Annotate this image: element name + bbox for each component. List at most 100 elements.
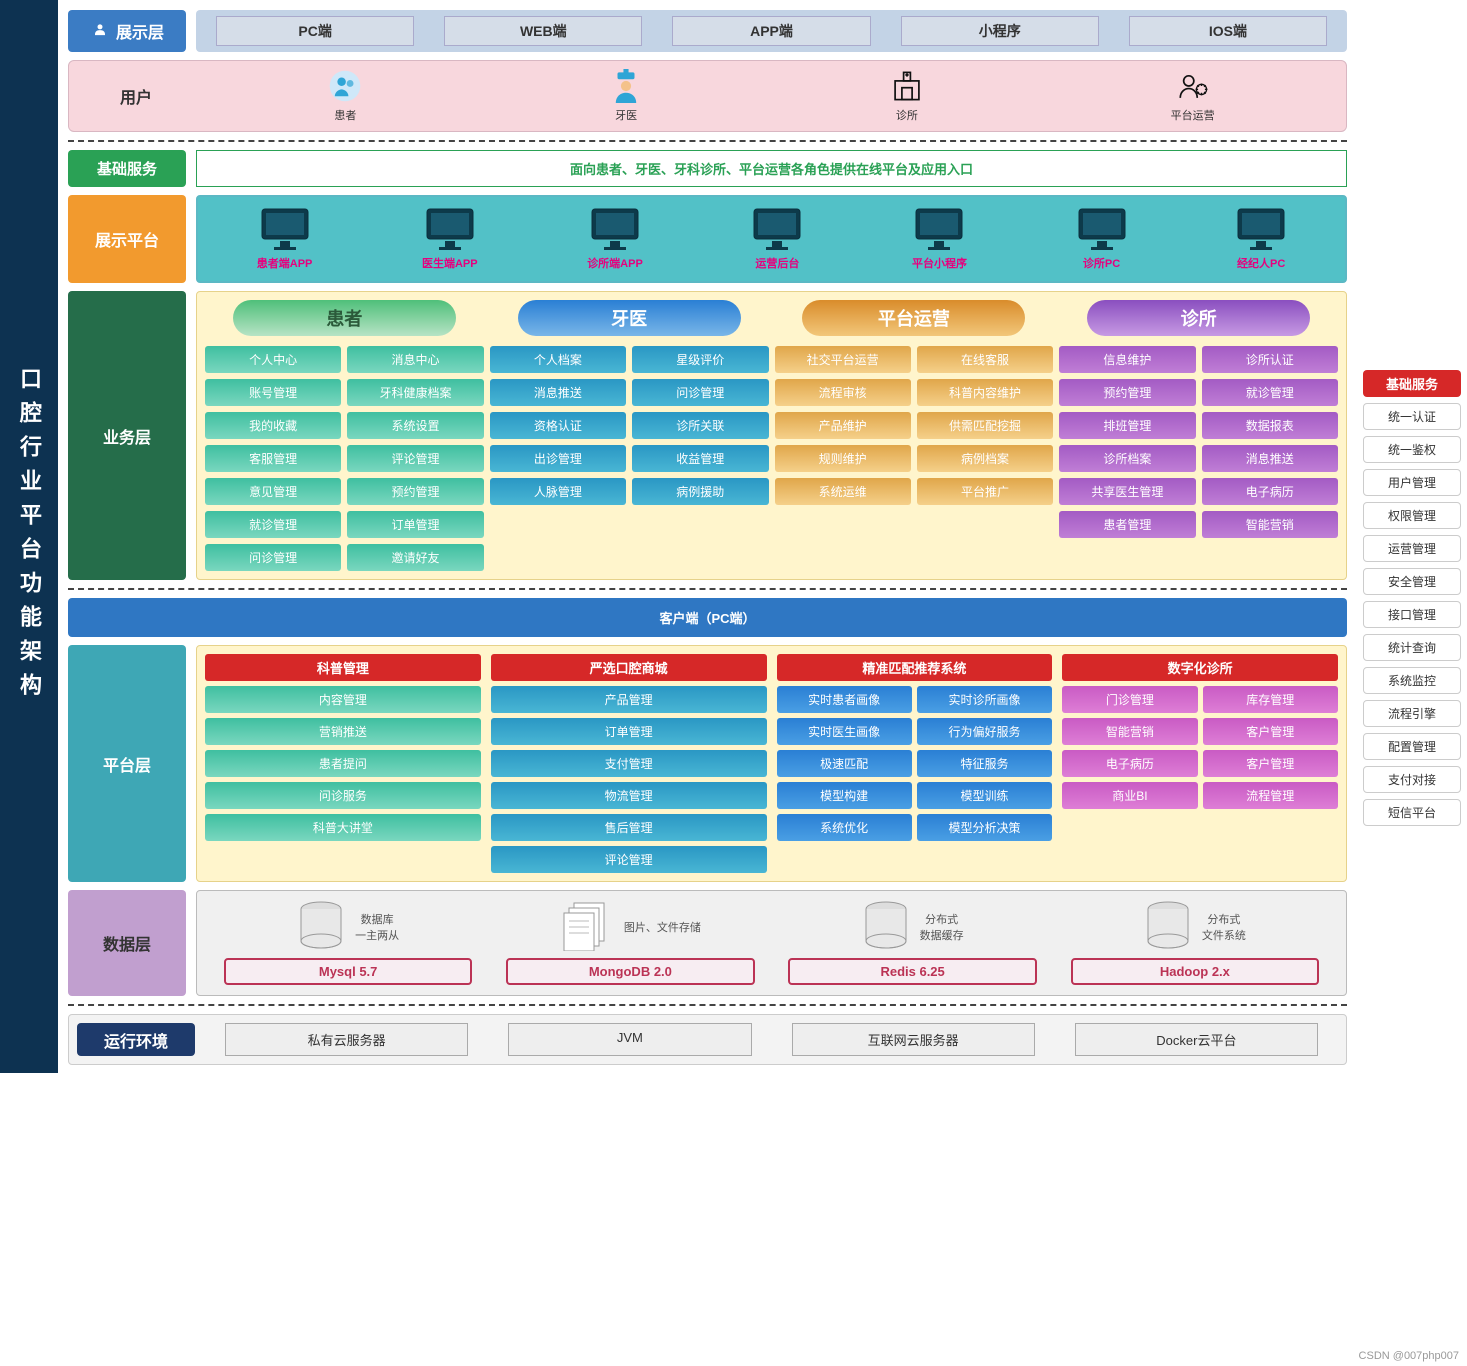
db-desc: 数据库一主两从 [355, 911, 399, 943]
platlayer-item: 产品管理 [491, 686, 767, 713]
env-item: JVM [508, 1023, 751, 1056]
business-item: 共享医生管理 [1059, 478, 1195, 505]
business-item: 我的收藏 [205, 412, 341, 439]
sidebar-item: 安全管理 [1363, 568, 1461, 595]
row5-label: 业务层 [68, 291, 186, 580]
row8-label: 数据层 [68, 890, 186, 996]
business-item: 诊所关联 [632, 412, 768, 439]
business-item: 资格认证 [490, 412, 626, 439]
business-item: 预约管理 [347, 478, 483, 505]
sidebar-basic-services: 基础服务统一认证统一鉴权用户管理权限管理运营管理安全管理接口管理统计查询系统监控… [1357, 360, 1467, 836]
platlayer-item: 营销推送 [205, 718, 481, 745]
platlayer-item: 实时患者画像 [777, 686, 912, 713]
business-item: 病例援助 [632, 478, 768, 505]
person-icon [90, 21, 110, 41]
business-item: 问诊管理 [205, 544, 341, 571]
row-display-layer: 展示层 PC端WEB端APP端小程序IOS端 [68, 10, 1347, 52]
row3-label: 基础服务 [68, 150, 186, 187]
monitor-icon [422, 207, 478, 251]
sidebar-head: 基础服务 [1363, 370, 1461, 397]
business-item: 系统设置 [347, 412, 483, 439]
env-item: 互联网云服务器 [792, 1023, 1035, 1056]
platform-cell: 医生端APP [422, 207, 478, 271]
business-item: 诊所认证 [1202, 346, 1338, 373]
monitor-icon [912, 207, 967, 251]
display-tab: 小程序 [901, 16, 1099, 46]
row-platform-display: 展示平台 患者端APP医生端APP诊所端APP运营后台平台小程序诊所PC经纪人P… [68, 195, 1347, 283]
business-item: 星级评价 [632, 346, 768, 373]
divider [68, 1004, 1347, 1006]
row9-label: 运行环境 [77, 1023, 195, 1056]
business-item: 问诊管理 [632, 379, 768, 406]
monitor-icon [257, 207, 313, 251]
display-tab: WEB端 [444, 16, 642, 46]
row7-label: 平台层 [68, 645, 186, 882]
platlayer-item: 行为偏好服务 [917, 718, 1052, 745]
business-title: 平台运营 [802, 300, 1025, 336]
platlayer-item: 模型构建 [777, 782, 912, 809]
business-item: 排班管理 [1059, 412, 1195, 439]
business-title: 牙医 [518, 300, 741, 336]
platform-cell: 诊所PC [1077, 207, 1127, 271]
platlayer-item: 患者提问 [205, 750, 481, 777]
row1-label: 展示层 [68, 10, 186, 52]
business-item: 评论管理 [347, 445, 483, 472]
business-item: 牙科健康档案 [347, 379, 483, 406]
platform-label: 运营后台 [752, 255, 802, 271]
platform-cell: 运营后台 [752, 207, 802, 271]
cylinder-icon [862, 901, 910, 954]
business-item: 在线客服 [917, 346, 1053, 373]
db-name: MongoDB 2.0 [506, 958, 754, 985]
sidebar-item: 流程引擎 [1363, 700, 1461, 727]
monitor-icon [1236, 207, 1286, 251]
business-item: 诊所档案 [1059, 445, 1195, 472]
monitor-icon [587, 207, 643, 251]
business-item: 订单管理 [347, 511, 483, 538]
business-item: 电子病历 [1202, 478, 1338, 505]
platlayer-item: 实时医生画像 [777, 718, 912, 745]
sidebar-item: 运营管理 [1363, 535, 1461, 562]
platlayer-item: 客户管理 [1203, 718, 1338, 745]
files-icon [560, 901, 614, 954]
cylinder-icon [1144, 901, 1192, 954]
platlayer-item: 流程管理 [1203, 782, 1338, 809]
sidebar-item: 统计查询 [1363, 634, 1461, 661]
business-item: 科普内容维护 [917, 379, 1053, 406]
sidebar-item: 权限管理 [1363, 502, 1461, 529]
platlayer-title: 精准匹配推荐系统 [777, 654, 1053, 681]
platlayer-item: 智能营销 [1062, 718, 1197, 745]
business-item: 患者管理 [1059, 511, 1195, 538]
platlayer-item: 客户管理 [1203, 750, 1338, 777]
cylinder-icon [297, 901, 345, 954]
db-name: Redis 6.25 [788, 958, 1036, 985]
business-column: 患者个人中心消息中心账号管理牙科健康档案我的收藏系统设置客服管理评论管理意见管理… [205, 300, 484, 571]
sidebar-item: 统一认证 [1363, 403, 1461, 430]
sidebar-item: 接口管理 [1363, 601, 1461, 628]
db-name: Hadoop 2.x [1071, 958, 1319, 985]
page-title-vertical: 口腔行业平台功能架构 [0, 0, 58, 1073]
sidebar-item: 短信平台 [1363, 799, 1461, 826]
platlayer-item: 商业BI [1062, 782, 1197, 809]
row-client-pc: 客户端（PC端） [68, 598, 1347, 637]
business-item: 客服管理 [205, 445, 341, 472]
user-cell: 平台运营 [1171, 69, 1215, 123]
platlayer-item: 特征服务 [917, 750, 1052, 777]
business-item: 消息推送 [490, 379, 626, 406]
platlayer-item: 模型训练 [917, 782, 1052, 809]
sidebar-item: 统一鉴权 [1363, 436, 1461, 463]
row3-text: 面向患者、牙医、牙科诊所、平台运营各角色提供在线平台及应用入口 [196, 150, 1347, 187]
user-cell: 牙医 [609, 69, 643, 123]
user-label: 平台运营 [1171, 107, 1215, 123]
platlayer-item: 电子病历 [1062, 750, 1197, 777]
business-item: 产品维护 [775, 412, 911, 439]
business-item: 系统运维 [775, 478, 911, 505]
platlayer-item: 模型分析决策 [917, 814, 1052, 841]
env-item: Docker云平台 [1075, 1023, 1318, 1056]
platlayer-item: 科普大讲堂 [205, 814, 481, 841]
user-label: 牙医 [609, 107, 643, 123]
main-content: 展示层 PC端WEB端APP端小程序IOS端 用户 患者牙医诊所平台运营 基础服… [58, 0, 1357, 1073]
platform-label: 经纪人PC [1236, 255, 1286, 271]
business-item: 邀请好友 [347, 544, 483, 571]
platform-label: 患者端APP [257, 255, 313, 271]
display-tab: PC端 [216, 16, 414, 46]
